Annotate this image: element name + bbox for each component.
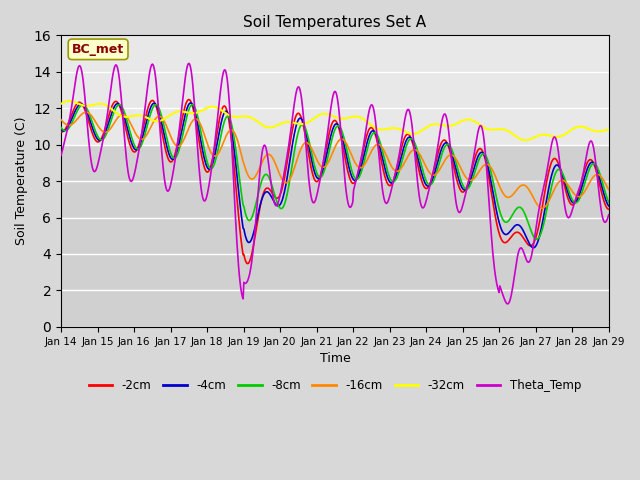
Legend: -2cm, -4cm, -8cm, -16cm, -32cm, Theta_Temp: -2cm, -4cm, -8cm, -16cm, -32cm, Theta_Te… (84, 374, 586, 396)
Title: Soil Temperatures Set A: Soil Temperatures Set A (243, 15, 426, 30)
X-axis label: Time: Time (319, 352, 350, 365)
Bar (61, 144, 609, 327)
Y-axis label: Soil Temperature (C): Soil Temperature (C) (15, 117, 28, 245)
Text: BC_met: BC_met (72, 43, 124, 56)
